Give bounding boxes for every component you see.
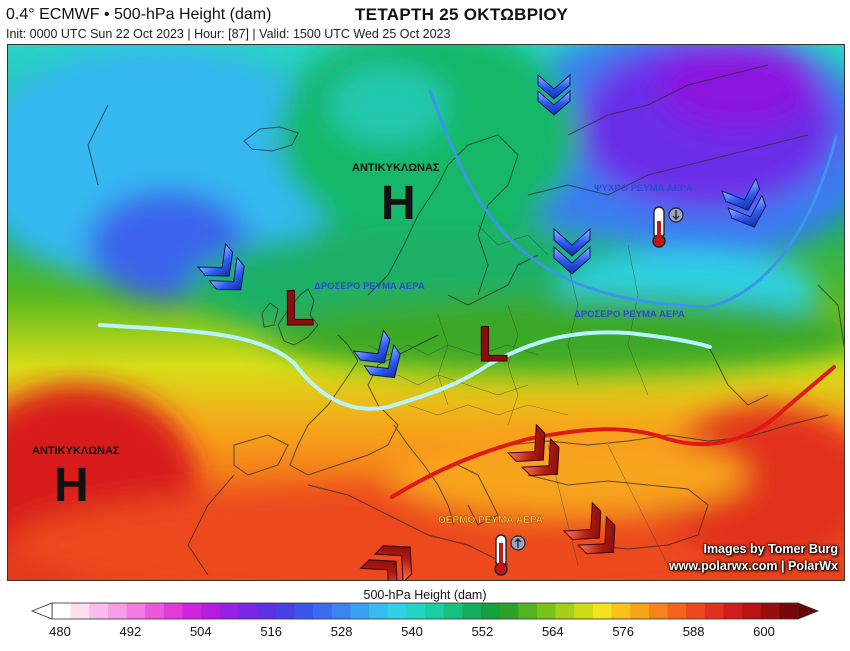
thermometer-cold-icon <box>652 206 684 248</box>
colorbar-cell <box>760 603 780 619</box>
blue-chevron-2 <box>553 227 591 275</box>
chart-title: 0.4° ECMWF • 500-hPa Height (dam) <box>6 6 272 23</box>
height-field-svg: ΑΝΤΙΚΥΚΛΩΝΑΣ H ΑΝΤΙΚΥΚΛΩΝΑΣ H L L ΨΥΧΡΟ … <box>8 45 844 580</box>
red-chevron-3 <box>562 501 616 555</box>
blue-chevron-5 <box>352 329 401 379</box>
warm-current-label: ΘΕΡΜΟ ΡΕΥΜΑ ΑΕΡΑ <box>438 515 543 526</box>
colorbar-tick-label: 552 <box>471 624 494 639</box>
colorbar-cell <box>406 603 426 619</box>
high-pressure-north: H <box>381 177 416 230</box>
colorbar-cell <box>201 603 221 619</box>
colorbar-cell <box>350 603 370 619</box>
colorbar-cell <box>555 603 575 619</box>
colorbar-tick-label: 564 <box>541 624 564 639</box>
colorbar-tick-label: 528 <box>330 624 353 639</box>
colorbar-cell <box>443 603 463 619</box>
colorbar-cell <box>163 603 184 619</box>
date-heading: ΤΕΤΑΡΤΗ 25 ΟΚΤΩΒΡΙΟΥ <box>355 5 569 24</box>
cool-jet-line <box>98 323 712 411</box>
high-pressure-west: H <box>54 459 89 512</box>
colorbar-tick-label: 588 <box>682 624 705 639</box>
colorbar-cell <box>52 603 72 619</box>
colorbar-cell <box>518 603 538 619</box>
colorbar-cell <box>742 603 762 619</box>
blue-chevron-1 <box>537 73 571 116</box>
colorbar-tick-label: 504 <box>189 624 212 639</box>
colorbar-cell <box>219 603 239 619</box>
colorbar-tick-label: 600 <box>753 624 775 639</box>
weather-map: ΑΝΤΙΚΥΚΛΩΝΑΣ H ΑΝΤΙΚΥΚΛΩΝΑΣ H L L ΨΥΧΡΟ … <box>7 44 845 581</box>
colorbar-cell <box>294 603 314 619</box>
red-chevron-1 <box>506 423 560 477</box>
colorbar-cell <box>257 603 277 619</box>
blue-chevron-4 <box>196 242 245 291</box>
colorbar-cell <box>182 603 202 619</box>
colorbar-cell <box>611 603 631 619</box>
colorbar-cell <box>499 603 519 619</box>
colorbar-tick-label: 492 <box>119 624 142 639</box>
colorbar-cell <box>425 603 445 619</box>
colorbar-tick-label: 576 <box>612 624 635 639</box>
colorbar-cell <box>462 603 482 619</box>
cool-current-east-label: ΔΡΟΣΕΡΟ ΡΕΥΜΑ ΑΕΡΑ <box>574 309 685 320</box>
colorbar-cell <box>667 603 687 619</box>
colorbar-cell <box>313 603 333 619</box>
warm-jet-line <box>390 365 836 499</box>
colorbar-cell <box>238 603 258 619</box>
colorbar-cell <box>70 603 90 619</box>
colorbar-cell <box>387 603 407 619</box>
colorbar-cell <box>574 603 594 619</box>
cool-current-west-label: ΔΡΟΣΕΡΟ ΡΕΥΜΑ ΑΕΡΑ <box>314 281 425 292</box>
colorbar-cell <box>275 603 295 619</box>
colorbar-tick-label: 540 <box>401 624 423 639</box>
chart-subtitle: Init: 0000 UTC Sun 22 Oct 2023 | Hour: [… <box>6 27 451 41</box>
colorbar-title: 500-hPa Height (dam) <box>363 588 487 602</box>
anticyclone-west-label: ΑΝΤΙΚΥΚΛΩΝΑΣ <box>32 445 120 457</box>
colorbar-cell <box>89 603 109 619</box>
credit-author: Images by Tomer Burg <box>703 542 838 556</box>
colorbar-tick-label: 480 <box>49 624 71 639</box>
colorbar-cell <box>592 603 612 619</box>
colorbar-cell <box>723 603 743 619</box>
colorbar-cell <box>331 603 351 619</box>
colorbar-cell <box>648 603 668 619</box>
cold-current-label: ΨΥΧΡΟ ΡΕΥΜΑ ΑΕΡΑ <box>594 183 693 194</box>
colorbar <box>30 602 820 620</box>
low-pressure-west: L <box>284 280 315 336</box>
credit-site[interactable]: www.polarwx.com | PolarWx <box>668 559 838 573</box>
colorbar-cell <box>145 603 165 619</box>
thermometer-warm-icon <box>494 534 526 576</box>
colorbar-cell <box>480 603 501 619</box>
cold-jet-line <box>428 89 838 309</box>
colorbar-cell <box>369 603 389 619</box>
anticyclone-north-label: ΑΝΤΙΚΥΚΛΩΝΑΣ <box>352 162 440 174</box>
colorbar-tick-label: 516 <box>260 624 283 639</box>
low-pressure-central: L <box>478 316 509 372</box>
colorbar-cell <box>126 603 146 619</box>
colorbar-cell <box>779 603 799 619</box>
colorbar-cell <box>107 603 128 619</box>
red-chevron-2 <box>359 545 413 580</box>
coastlines <box>87 64 844 576</box>
colorbar-cell <box>686 603 706 619</box>
colorbar-cell <box>536 603 557 619</box>
blue-chevron-3 <box>721 177 767 228</box>
colorbar-cell <box>704 603 724 619</box>
colorbar-cell <box>630 603 650 619</box>
